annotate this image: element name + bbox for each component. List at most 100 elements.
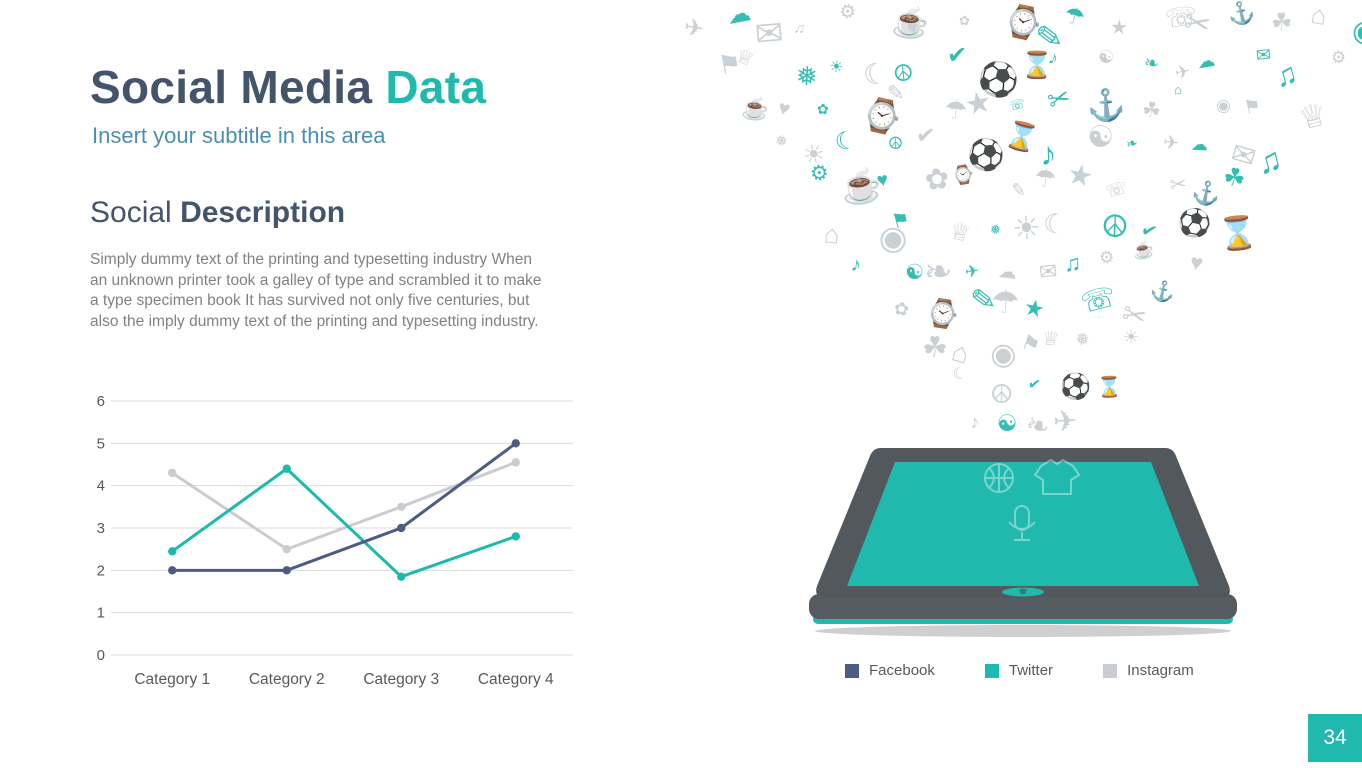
heart-icon: ♥ bbox=[875, 169, 890, 192]
svg-text:2: 2 bbox=[97, 562, 105, 579]
page-number-badge: 34 bbox=[1308, 714, 1362, 762]
envelope-icon: ✉ bbox=[753, 13, 786, 55]
body-paragraph: Simply dummy text of the printing and ty… bbox=[90, 251, 542, 330]
section-heading-light: Social bbox=[90, 196, 172, 229]
gear-icon: ⚙ bbox=[1330, 47, 1347, 68]
tablet-home-button bbox=[1002, 587, 1044, 597]
star-icon: ★ bbox=[1064, 157, 1096, 195]
tablet-shadow bbox=[815, 625, 1231, 637]
hourglass-icon: ⌛ bbox=[1001, 118, 1043, 156]
star-icon: ★ bbox=[961, 84, 995, 123]
anchor-icon: ⚓ bbox=[1225, 0, 1258, 29]
hourglass-icon: ⌛ bbox=[1216, 213, 1260, 253]
crown-icon: ♕ bbox=[733, 44, 757, 72]
legend-item-instagram: Instagram bbox=[1103, 662, 1194, 679]
moon-icon: ☾ bbox=[951, 364, 969, 385]
svg-text:6: 6 bbox=[97, 393, 105, 410]
clover-icon: ☘ bbox=[1221, 162, 1248, 194]
screen-watermark-icons bbox=[984, 458, 1081, 541]
note-icon: ♪ bbox=[1046, 47, 1061, 69]
note-icon: ♪ bbox=[968, 411, 981, 434]
flag-icon: ⚑ bbox=[1242, 95, 1264, 120]
envelope-icon: ✉ bbox=[1254, 44, 1273, 66]
svg-text:1: 1 bbox=[97, 605, 105, 622]
svg-text:Category 4: Category 4 bbox=[478, 671, 554, 688]
umbrella-icon: ☂ bbox=[1060, 0, 1088, 32]
check-icon: ✔ bbox=[1026, 375, 1042, 394]
plane-icon: ✈ bbox=[1161, 132, 1180, 155]
coffee-icon: ☕ bbox=[838, 165, 885, 208]
umbrella-icon: ☂ bbox=[942, 93, 969, 127]
check-icon: ✔ bbox=[1138, 219, 1160, 244]
coffee-icon: ☕ bbox=[740, 94, 771, 123]
snowflake-icon: ❅ bbox=[795, 60, 819, 92]
legend-item-facebook: Facebook bbox=[845, 662, 935, 679]
line-chart: 0 1 2 3 4 5 6 Category 1 Category 2 Category 3 Cat… bbox=[85, 388, 577, 700]
leaf-icon: ❧ bbox=[1022, 407, 1054, 444]
tshirt-icon bbox=[1033, 458, 1081, 495]
gear-icon: ⚙ bbox=[808, 160, 831, 187]
svg-text:0: 0 bbox=[97, 647, 105, 664]
envelope-icon: ✉ bbox=[1037, 258, 1059, 285]
tablet-illustration bbox=[809, 448, 1237, 637]
crown-icon: ♕ bbox=[1041, 327, 1061, 351]
soccer-ball-icon: ⚽ bbox=[973, 56, 1024, 103]
pencil-icon: ✎ bbox=[1033, 17, 1066, 57]
moon-icon: ☾ bbox=[861, 57, 891, 93]
moon-icon: ☾ bbox=[832, 126, 859, 157]
leaf-icon: ❧ bbox=[923, 252, 954, 292]
gear-icon: ⚙ bbox=[1097, 246, 1116, 269]
flower-icon: ✿ bbox=[958, 12, 971, 29]
globe-icon: ☯ bbox=[1085, 119, 1116, 156]
basketball-icon bbox=[984, 463, 1014, 493]
note-icon: ♪ bbox=[1039, 134, 1058, 173]
plane-icon: ✈ bbox=[682, 13, 707, 44]
anchor-icon: ⚓ bbox=[1189, 177, 1223, 209]
globe-icon: ☯ bbox=[1096, 46, 1116, 68]
pencil-icon: ✎ bbox=[886, 81, 905, 106]
legend-swatch-instagram bbox=[1103, 663, 1118, 678]
scissors-icon: ✂ bbox=[1118, 297, 1150, 335]
umbrella-icon: ☂ bbox=[1032, 163, 1058, 195]
home-button-glyph bbox=[1019, 588, 1027, 594]
anchor-icon: ⚓ bbox=[1147, 278, 1178, 306]
legend-label-facebook: Facebook bbox=[869, 662, 935, 679]
scissors-icon: ✂ bbox=[1168, 173, 1188, 197]
watch-icon: ⌚ bbox=[1000, 1, 1046, 44]
music-note-icon: ♫ bbox=[792, 19, 807, 38]
watch-icon: ⌚ bbox=[950, 163, 976, 187]
watch-icon: ⌚ bbox=[923, 296, 962, 332]
target-icon: ◉ bbox=[1215, 95, 1232, 116]
heart-icon: ♥ bbox=[1188, 249, 1206, 276]
peace-icon: ☮ bbox=[891, 58, 915, 88]
clover-icon: ☘ bbox=[921, 331, 949, 365]
flag-icon: ⚑ bbox=[1017, 330, 1043, 359]
flower-icon: ✿ bbox=[816, 100, 830, 118]
coffee-icon: ☕ bbox=[1131, 239, 1156, 262]
anchor-icon: ⚓ bbox=[1085, 86, 1127, 125]
svg-text:Category 2: Category 2 bbox=[249, 671, 325, 688]
phone-icon: ☏ bbox=[1103, 177, 1130, 202]
soccer-ball-icon: ⚽ bbox=[963, 135, 1008, 176]
legend-label-instagram: Instagram bbox=[1127, 662, 1194, 679]
crown-icon: ♕ bbox=[1295, 96, 1331, 137]
section-heading: Social Description bbox=[90, 196, 345, 230]
house-icon: ⌂ bbox=[1308, 0, 1329, 32]
svg-text:5: 5 bbox=[97, 435, 105, 452]
hourglass-icon: ⌛ bbox=[1020, 49, 1054, 81]
svg-text:Category 3: Category 3 bbox=[363, 671, 439, 688]
soccer-ball-icon: ⚽ bbox=[1176, 206, 1214, 240]
flower-icon: ✿ bbox=[892, 297, 911, 321]
plane-icon: ✈ bbox=[963, 261, 981, 282]
house-icon: ⌂ bbox=[948, 335, 974, 370]
microphone-stand bbox=[1008, 521, 1036, 541]
star-icon: ★ bbox=[1021, 293, 1048, 323]
clover-icon: ☘ bbox=[1270, 8, 1294, 37]
cloud-icon: ☁ bbox=[724, 0, 754, 30]
legend-swatch-twitter bbox=[984, 663, 999, 678]
scissors-icon: ✂ bbox=[1180, 2, 1215, 44]
legend-swatch-facebook bbox=[845, 663, 859, 678]
envelope-icon: ✉ bbox=[1227, 137, 1260, 175]
flower-icon: ✿ bbox=[923, 162, 952, 198]
